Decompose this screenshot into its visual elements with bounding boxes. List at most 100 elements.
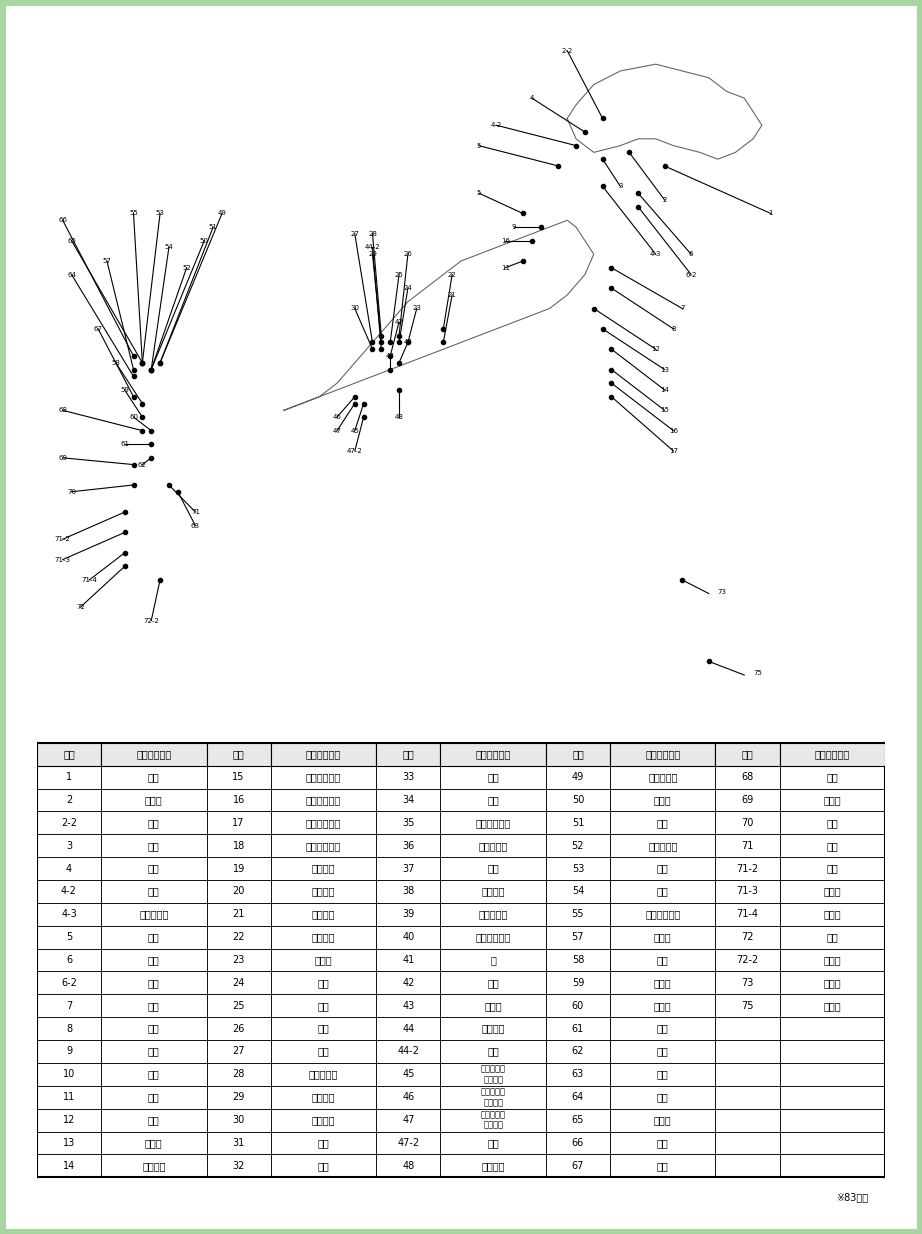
Bar [37,1132,101,1154]
Text: 61: 61 [572,1024,584,1034]
Bar [37,1040,101,1062]
Bar [101,1154,207,1177]
Text: 3: 3 [618,184,622,189]
Bar [610,949,715,971]
Bar [780,903,885,926]
Bar [546,766,610,789]
Bar [207,1108,271,1132]
Bar [101,1062,207,1086]
Text: 64: 64 [67,271,76,278]
Text: 67: 67 [94,326,102,332]
Text: 36: 36 [402,840,414,850]
Text: 44: 44 [402,1024,414,1034]
Text: 13: 13 [63,1138,75,1148]
Text: 25: 25 [232,1001,245,1011]
Text: 65: 65 [572,1116,585,1125]
Text: 大阪北港: 大阪北港 [481,886,505,896]
Text: 直江津: 直江津 [314,955,332,965]
Text: 49: 49 [572,772,584,782]
Text: 塩釜: 塩釜 [148,1001,160,1011]
Bar [610,880,715,903]
Bar [101,1086,207,1108]
Text: 13: 13 [660,366,669,373]
Text: 34: 34 [402,795,414,805]
Text: 豊前: 豊前 [656,1092,668,1102]
Text: 71-2: 71-2 [737,864,759,874]
Bar [376,903,441,926]
Text: 富山: 富山 [317,977,329,988]
Text: 男鹿: 男鹿 [148,1046,160,1056]
Text: 福山・笠岡: 福山・笠岡 [648,772,678,782]
Bar [441,1062,546,1086]
Bar [546,995,610,1017]
Bar [37,743,101,766]
Bar [376,1108,441,1132]
Bar [610,858,715,880]
Bar [376,926,441,949]
Text: 64: 64 [572,1092,584,1102]
Text: 71: 71 [741,840,754,850]
Bar [546,858,610,880]
Text: 四日市臨海: 四日市臨海 [479,840,508,850]
Text: 宇部・小野田: 宇部・小野田 [645,909,680,919]
Bar [715,903,780,926]
Bar [37,858,101,880]
Text: 和歌山北部
臨海中部: 和歌山北部 臨海中部 [480,1087,505,1107]
Text: 6-2: 6-2 [685,271,697,278]
Bar [207,789,271,812]
Text: 青森: 青森 [148,932,160,943]
Text: 72: 72 [741,932,754,943]
Bar [37,834,101,858]
Bar [715,789,780,812]
Text: 波方: 波方 [656,1024,668,1034]
Text: 六連島: 六連島 [654,932,671,943]
Text: 渥美: 渥美 [317,1161,329,1171]
Text: 鹿島臨海: 鹿島臨海 [142,1161,166,1171]
Text: 4: 4 [529,95,534,101]
Bar [271,1108,376,1132]
Text: 神戸: 神戸 [487,977,499,988]
Bar [610,903,715,926]
Bar [101,858,207,880]
Bar [37,1154,101,1177]
Bar [207,812,271,834]
Text: 番号: 番号 [741,749,753,759]
Bar [780,743,885,766]
Bar [271,971,376,995]
Bar [376,1017,441,1040]
Bar [780,766,885,789]
Bar [441,743,546,766]
Text: 下松: 下松 [656,864,668,874]
Bar [715,1154,780,1177]
Bar [207,766,271,789]
Text: 54: 54 [164,244,173,251]
Text: 12: 12 [63,1116,76,1125]
Bar [37,995,101,1017]
Text: 赤穂: 赤穂 [487,1046,499,1056]
Bar [715,812,780,834]
Bar [715,995,780,1017]
Text: 北斗: 北斗 [148,864,160,874]
Bar [101,1017,207,1040]
Bar [376,880,441,903]
Bar [546,880,610,903]
Bar [715,743,780,766]
Text: 七尾港三室: 七尾港三室 [309,1070,338,1080]
Text: 45: 45 [350,428,360,433]
Text: 川内: 川内 [826,864,838,874]
Text: 23: 23 [232,955,245,965]
Bar [780,812,885,834]
Bar [271,743,376,766]
Text: 鹿児島: 鹿児島 [823,909,841,919]
Text: 63: 63 [191,523,200,528]
Bar [715,926,780,949]
Bar [441,1132,546,1154]
Bar [207,1154,271,1177]
Text: 東播磨: 東播磨 [484,1001,502,1011]
Bar [207,1062,271,1086]
Bar [37,766,101,789]
Text: 特別防災区域: 特別防災区域 [815,749,850,759]
Text: 44-2: 44-2 [397,1046,420,1056]
Text: 名古屋港臨海: 名古屋港臨海 [476,818,511,828]
Text: 71-2: 71-2 [54,537,71,542]
